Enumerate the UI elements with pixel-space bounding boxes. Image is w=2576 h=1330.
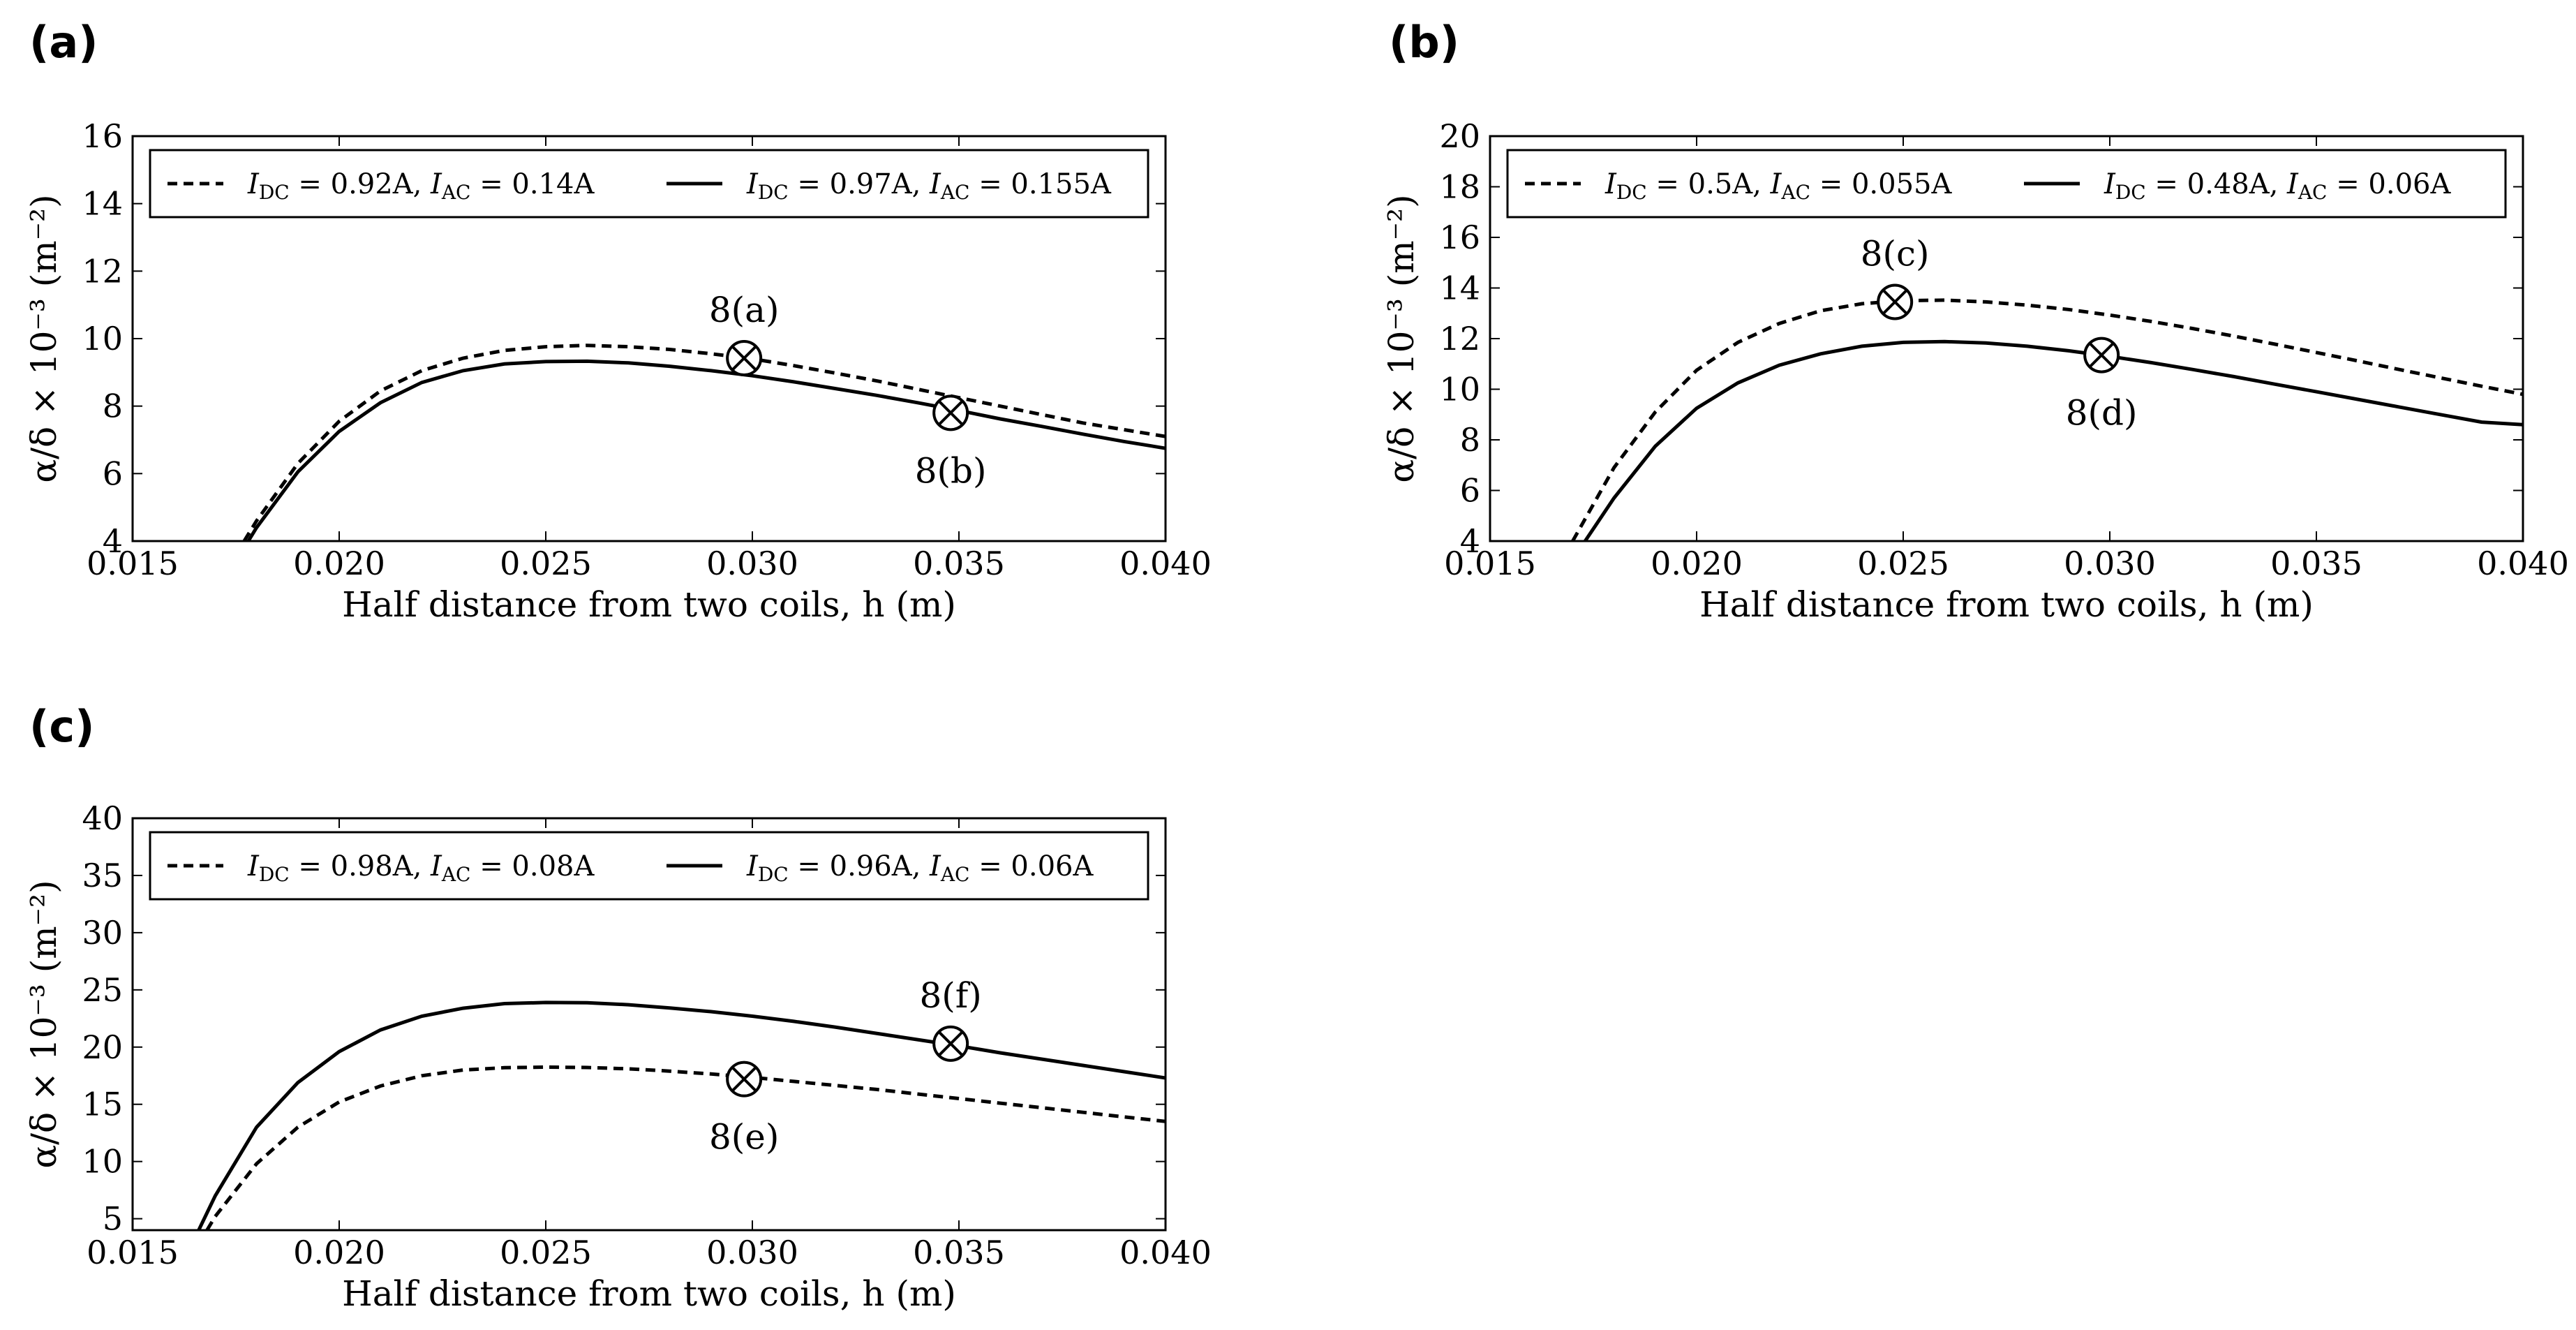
y-tick-label: 6 [1460,472,1480,510]
x-tick-label: 0.015 [1444,545,1536,582]
y-tick-label: 8 [1460,421,1480,459]
legend: IDC = 0.92A, IAC = 0.14A IDC = 0.97A, IAC… [149,149,1149,219]
x-tick-label: 0.030 [2064,545,2156,582]
y-tick-label: 40 [82,799,123,837]
x-tick-label: 0.035 [2270,545,2362,582]
x-tick-label: 0.020 [1651,545,1743,582]
x-tick-label: 0.025 [500,1234,592,1271]
series-line-dashed [205,1065,1166,1230]
y-tick-label: 10 [1439,371,1480,408]
x-axis-label: Half distance from two coils, h (m) [342,584,956,625]
y-tick-label: 16 [82,117,123,155]
y-tick-label: 14 [82,185,123,223]
x-tick-label: 0.040 [2477,545,2569,582]
marker-circle-cross [726,340,763,377]
y-tick-label: 5 [103,1200,123,1238]
x-axis-label: Half distance from two coils, h (m) [342,1273,956,1314]
x-tick-label: 0.025 [1857,545,1949,582]
y-tick-label: 10 [82,320,123,357]
y-tick-label: 10 [82,1143,123,1181]
marker-circle-cross [2083,337,2120,374]
y-tick-label: 4 [103,522,123,560]
legend-entry: IDC = 0.97A, IAC = 0.155A [746,168,1112,204]
x-tick-label: 0.020 [293,545,385,582]
legend-entry: IDC = 0.48A, IAC = 0.06A [2104,168,2451,204]
y-tick-label: 12 [1439,320,1480,357]
series-line-dashed [242,343,1166,541]
x-axis-label: Half distance from two coils, h (m) [1699,584,2314,625]
x-tick-label: 0.035 [913,545,1005,582]
y-axis-label: α/δ × 10⁻³ (m⁻²) [24,880,64,1168]
y-tick-label: 4 [1460,522,1480,560]
legend-entry: IDC = 0.98A, IAC = 0.08A [247,850,595,886]
y-tick-label: 20 [82,1028,123,1066]
x-tick-label: 0.015 [87,545,179,582]
marker-annotation: 8(c) [1861,233,1930,274]
marker-circle-cross [932,394,969,431]
x-tick-label: 0.015 [87,1234,179,1271]
marker-annotation: 8(b) [915,450,987,491]
legend: IDC = 0.5A, IAC = 0.055A IDC = 0.48A, IAC… [1506,149,2507,219]
y-tick-label: 15 [82,1086,123,1123]
x-tick-label: 0.030 [706,545,798,582]
marker-circle-cross [932,1025,969,1062]
legend: IDC = 0.98A, IAC = 0.08A IDC = 0.96A, IAC… [149,831,1149,901]
y-tick-label: 12 [82,252,123,290]
legend-entry: IDC = 0.96A, IAC = 0.06A [746,850,1094,886]
marker-annotation: 8(f) [919,975,981,1016]
plot-frame [131,817,1167,1232]
x-tick-label: 0.040 [1119,545,1212,582]
y-tick-label: 20 [1439,117,1480,155]
panel-a: (a) 0.015 0.020 0.025 0.030 0.035 0.040 4 6 8 10 1… [24,17,1212,625]
y-tick-label: 18 [1439,168,1480,206]
y-tick-label: 14 [1439,269,1480,307]
series-line-dashed [1571,298,2523,541]
x-tick-label: 0.025 [500,545,592,582]
y-axis-label: α/δ × 10⁻³ (m⁻²) [1381,194,1422,482]
x-tick-label: 0.040 [1119,1234,1212,1271]
y-tick-label: 35 [82,857,123,894]
series-line-solid [246,359,1166,541]
y-tick-label: 30 [82,914,123,952]
marker-annotation: 8(e) [709,1117,779,1158]
panel-c: (c) 0.015 0.020 0.025 0.030 0.035 0.040 5 10 15 2… [24,701,1212,1314]
panel-label-a: (a) [29,17,98,68]
marker-annotation: 8(a) [709,290,780,330]
x-tick-label: 0.020 [293,1234,385,1271]
y-tick-label: 16 [1439,219,1480,256]
marker-circle-cross [1877,283,1914,320]
panel-b: (b) 0.015 0.020 0.025 0.030 0.035 0.040 4 6 8 10 1… [1381,17,2569,625]
marker-circle-cross [726,1061,763,1098]
y-tick-label: 6 [103,455,123,492]
y-tick-label: 25 [82,971,123,1009]
panel-label-c: (c) [29,701,94,752]
y-tick-label: 8 [103,387,123,425]
y-axis-label: α/δ × 10⁻³ (m⁻²) [24,194,64,482]
marker-annotation: 8(d) [2066,393,2138,434]
series-line-solid [1584,339,2523,541]
series-line-solid [197,1000,1166,1230]
legend-entry: IDC = 0.5A, IAC = 0.055A [1605,168,1952,204]
panel-label-b: (b) [1389,17,1459,68]
x-tick-label: 0.035 [913,1234,1005,1271]
x-tick-label: 0.030 [706,1234,798,1271]
legend-entry: IDC = 0.92A, IAC = 0.14A [247,168,595,204]
